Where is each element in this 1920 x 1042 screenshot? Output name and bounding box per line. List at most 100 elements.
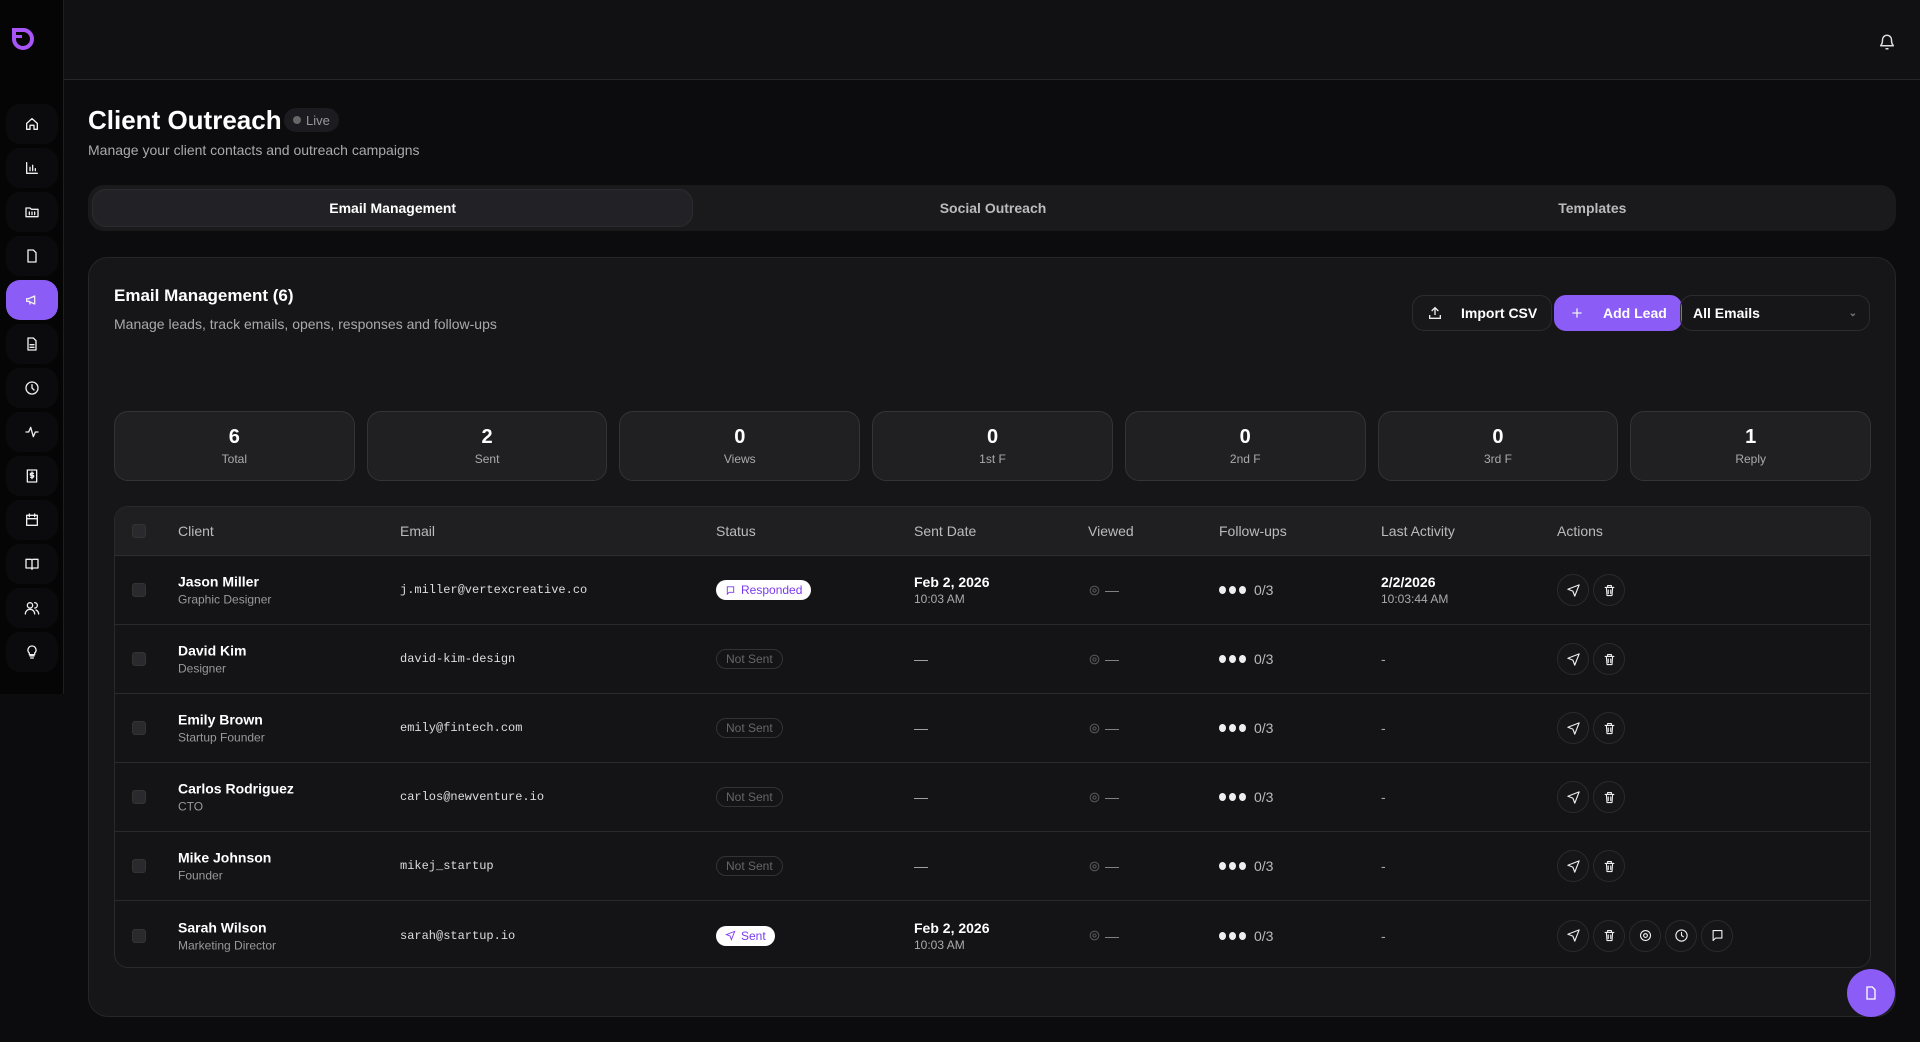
last-activity-date: - bbox=[1381, 789, 1386, 805]
row-checkbox[interactable] bbox=[132, 721, 146, 735]
table-row: David Kim Designer david-kim-design Not S… bbox=[115, 625, 1870, 694]
delete-lead-button[interactable] bbox=[1593, 919, 1625, 952]
send-email-button[interactable] bbox=[1557, 712, 1589, 744]
stat-label: Reply bbox=[1735, 452, 1767, 466]
followups-progress: 0/3 bbox=[1219, 858, 1273, 874]
stat-card: 1 Reply bbox=[1630, 411, 1872, 481]
column-header: Sent Date bbox=[914, 523, 977, 539]
schedule-followup-button[interactable] bbox=[1665, 919, 1697, 952]
send-email-button[interactable] bbox=[1557, 850, 1589, 882]
sidebar-item-home[interactable] bbox=[6, 104, 58, 144]
sent-time: 10:03 AM bbox=[914, 937, 965, 952]
followups-progress: 0/3 bbox=[1219, 928, 1273, 944]
stat-card: 0 2nd F bbox=[1124, 411, 1366, 481]
send-email-button[interactable] bbox=[1557, 643, 1589, 675]
send-icon bbox=[725, 930, 736, 941]
row-actions bbox=[1557, 919, 1733, 952]
clock-icon bbox=[1674, 929, 1688, 942]
column-header: Follow-ups bbox=[1219, 523, 1287, 539]
client-name: Jason Miller bbox=[178, 573, 259, 590]
client-email: emily@fintech.com bbox=[400, 721, 523, 735]
row-checkbox[interactable] bbox=[132, 652, 146, 666]
send-email-button[interactable] bbox=[1557, 781, 1589, 813]
delete-lead-button[interactable] bbox=[1593, 712, 1625, 744]
stat-label: Total bbox=[221, 452, 248, 466]
viewed-indicator: — bbox=[1088, 582, 1119, 598]
sidebar-item-clock[interactable] bbox=[6, 368, 58, 408]
row-checkbox[interactable] bbox=[132, 790, 146, 804]
sidebar-item-document[interactable] bbox=[6, 324, 58, 364]
status-badge: Not Sent bbox=[716, 856, 783, 876]
sent-date: — bbox=[914, 720, 928, 736]
sidebar-item-megaphone[interactable] bbox=[6, 280, 58, 320]
eye-icon bbox=[1089, 585, 1100, 595]
delete-lead-button[interactable] bbox=[1593, 574, 1625, 606]
sent-date: Feb 2, 2026 bbox=[914, 574, 990, 590]
sidebar-item-activity[interactable] bbox=[6, 412, 58, 452]
sidebar-item-calendar[interactable] bbox=[6, 500, 58, 540]
followup-dot-icon bbox=[1239, 724, 1246, 732]
send-icon bbox=[1566, 929, 1580, 942]
table-row: Jason Miller Graphic Designer j.miller@ve… bbox=[115, 556, 1870, 625]
floating-action-button[interactable] bbox=[1847, 969, 1895, 1017]
import-csv-button[interactable]: Import CSV bbox=[1412, 295, 1553, 331]
stat-card: 0 Views bbox=[619, 411, 861, 481]
sidebar-item-folder[interactable] bbox=[6, 192, 58, 232]
sidebar-item-users[interactable] bbox=[6, 588, 58, 628]
status-dot-icon bbox=[293, 116, 301, 124]
card-subtitle: Manage leads, track emails, opens, respo… bbox=[114, 316, 497, 332]
mark-viewed-button[interactable] bbox=[1629, 919, 1661, 952]
sidebar-item-bar-chart[interactable] bbox=[6, 148, 58, 188]
followups-progress: 0/3 bbox=[1219, 651, 1273, 667]
stat-value: 1 bbox=[1745, 426, 1757, 448]
viewed-indicator: — bbox=[1088, 789, 1119, 805]
stat-label: Sent bbox=[474, 452, 500, 466]
row-checkbox[interactable] bbox=[132, 583, 146, 597]
bar-chart-icon bbox=[26, 162, 38, 174]
sidebar-item-lightbulb[interactable] bbox=[6, 632, 58, 672]
bell-icon[interactable] bbox=[1878, 33, 1896, 51]
table-row: Sarah Wilson Marketing Director sarah@sta… bbox=[115, 901, 1870, 967]
last-activity-time: 10:03:44 AM bbox=[1381, 592, 1449, 606]
delete-lead-button[interactable] bbox=[1593, 850, 1625, 882]
sidebar-item-invoice[interactable] bbox=[6, 456, 58, 496]
viewed-indicator: — bbox=[1088, 858, 1119, 874]
followup-dot-icon bbox=[1239, 586, 1246, 594]
send-email-button[interactable] bbox=[1557, 919, 1589, 952]
row-actions bbox=[1557, 850, 1625, 882]
sidebar-item-file[interactable] bbox=[6, 236, 58, 276]
stat-label: 2nd F bbox=[1229, 452, 1261, 466]
row-actions bbox=[1557, 781, 1625, 813]
tab-email-management[interactable]: Email Management bbox=[92, 189, 694, 227]
followup-dot-icon bbox=[1219, 862, 1226, 870]
row-checkbox[interactable] bbox=[132, 859, 146, 873]
table-row: Carlos Rodriguez CTO carlos@newventure.io… bbox=[115, 763, 1870, 832]
email-filter-select[interactable]: All Emails ⌄ bbox=[1680, 295, 1870, 331]
lightbulb-icon bbox=[27, 645, 37, 659]
eye-icon bbox=[1089, 792, 1100, 802]
followup-dot-icon bbox=[1219, 793, 1226, 801]
send-email-button[interactable] bbox=[1557, 574, 1589, 606]
tab-social-outreach[interactable]: Social Outreach bbox=[939, 200, 1047, 216]
tab-templates[interactable]: Templates bbox=[1558, 200, 1627, 216]
stat-label: Views bbox=[723, 452, 756, 466]
app-logo[interactable] bbox=[8, 26, 36, 54]
folder-icon bbox=[25, 207, 39, 218]
row-checkbox[interactable] bbox=[132, 928, 146, 943]
message-icon bbox=[1712, 929, 1722, 942]
last-activity-date: - bbox=[1381, 720, 1386, 736]
sidebar-item-book[interactable] bbox=[6, 544, 58, 584]
followup-dot-icon bbox=[1239, 793, 1246, 801]
add-lead-button[interactable]: Add Lead bbox=[1554, 295, 1682, 331]
mark-responded-button[interactable] bbox=[1701, 919, 1733, 952]
calendar-icon bbox=[26, 513, 38, 526]
row-actions bbox=[1557, 643, 1625, 675]
status-badge: Responded bbox=[716, 580, 812, 600]
column-header: Actions bbox=[1557, 523, 1603, 539]
delete-lead-button[interactable] bbox=[1593, 643, 1625, 675]
select-all-checkbox[interactable] bbox=[132, 524, 146, 538]
client-email: mikej_startup bbox=[400, 859, 494, 873]
followups-progress: 0/3 bbox=[1219, 582, 1273, 598]
stat-value: 0 bbox=[1239, 426, 1251, 448]
delete-lead-button[interactable] bbox=[1593, 781, 1625, 813]
